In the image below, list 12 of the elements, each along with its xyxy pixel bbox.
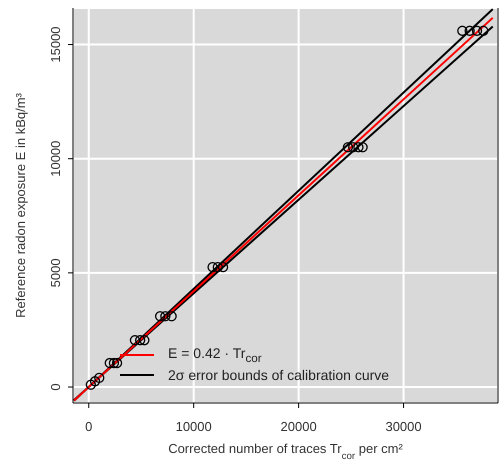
y-tick-label: 0	[48, 383, 63, 391]
x-tick-label: 30000	[385, 419, 422, 434]
y-tick-label: 15000	[48, 26, 63, 63]
y-tick-label: 10000	[48, 140, 63, 177]
x-tick-label: 0	[85, 419, 92, 434]
x-tick-label: 20000	[280, 419, 317, 434]
x-axis-title: Corrected number of traces Tr$_{cor}$ per cm²	[168, 441, 404, 462]
y-axis-title: Reference radon exposure E in kBq/m³	[13, 92, 28, 318]
y-tick-label: 5000	[48, 258, 63, 288]
x-tick-label: 10000	[176, 419, 212, 434]
legend-label: 2σ error bounds of calibration curve	[168, 367, 390, 383]
legend-label: E = 0.42 · Tr$_{cor}$	[168, 345, 262, 365]
